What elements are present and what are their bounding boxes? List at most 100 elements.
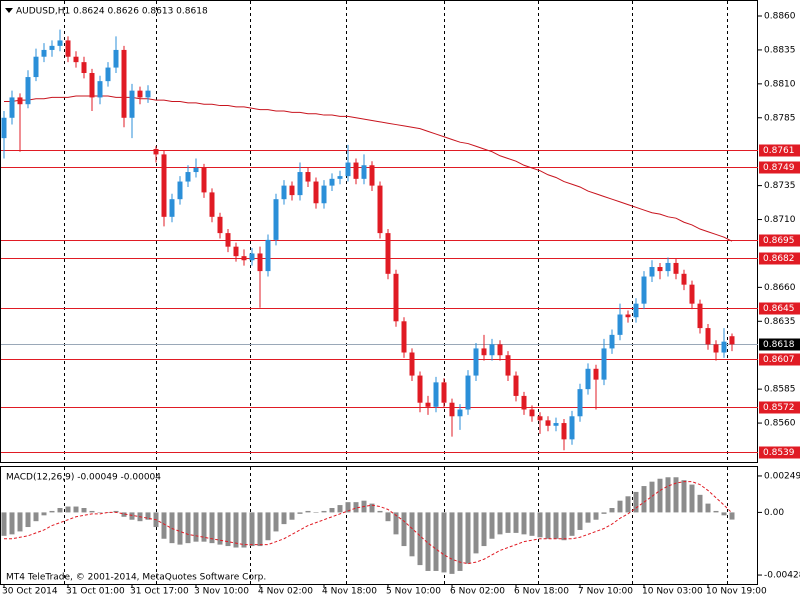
macd-bar [481,512,487,547]
macd-bar [257,512,263,547]
candle-body [129,90,135,118]
candle-body [1,117,7,139]
candle-body [89,72,95,98]
macd-bar [545,512,551,539]
candle-body [441,382,447,403]
macd-bar [521,512,527,535]
candle-body [345,162,351,177]
macd-bar [105,512,111,513]
candle-body [417,375,423,403]
macd-bar [233,512,239,548]
macd-bar [617,500,623,513]
macd-bar [121,512,127,517]
macd-bar [41,512,47,516]
macd-bar [729,512,735,520]
macd-bar [209,512,215,544]
candle-body [625,314,631,318]
macd-bar [33,512,39,522]
candle-body [473,348,479,376]
x-tick-label: 3 Nov 10:00 [194,587,249,597]
candle-body [569,416,575,440]
macd-bar [425,512,431,571]
candle-body [185,172,191,182]
candle-body [233,246,239,257]
macd-bar [81,508,87,513]
macd-bar [329,508,335,513]
level-label: 0.8572 [763,403,795,413]
level-label-box [759,302,800,315]
separators [1,1,758,585]
last-price-box [759,338,800,351]
menu-arrow[interactable] [5,8,13,13]
candle-body [337,176,343,179]
macd-bar [289,512,295,520]
macd-bar [169,512,175,544]
macd-bar [665,477,671,513]
candle-body [505,355,511,376]
candle-body [273,199,279,240]
candle-body [561,423,567,440]
x-tick-label: 5 Nov 10:00 [386,587,441,597]
y2-tick-label: 0.00 [764,508,784,518]
candle-body [385,233,391,274]
candle-body [481,348,487,356]
y-tick-label: 0.8710 [764,215,796,225]
candle-body [57,40,63,46]
candle-body [41,49,47,57]
macd-bar [601,512,607,514]
macd-bar [705,503,711,513]
candle-body [697,303,703,329]
macd-bar [633,491,639,513]
macd-bar [377,510,383,513]
candle-body [313,181,319,204]
candle-body [201,167,207,193]
y-tick-label: 0.8860 [764,12,796,22]
candle-body [545,420,551,426]
candle-body [465,375,471,410]
macd-bar [129,512,135,520]
macd-bar [593,512,599,520]
candle-body [577,389,583,417]
macd-bar [49,510,55,513]
x-tick-label: 7 Nov 10:00 [578,587,633,597]
footer: MT4 TeleTrade, © 2001-2014, MetaQuotes S… [6,573,266,583]
candle-body [105,67,111,82]
candle-body [705,328,711,345]
y-tick-label: 0.8835 [764,45,796,55]
candle-body [393,273,399,322]
y-tick-label: 0.8810 [764,79,796,89]
candle-body [689,284,695,304]
y-tick-label: 0.8585 [764,385,796,395]
x-tick-label: 10 Nov 03:00 [642,587,703,597]
macd-bar [241,512,247,548]
macd-bar [161,512,167,539]
macd-bar [449,512,455,574]
macd-bar [1,512,7,536]
level-label-box [759,161,800,174]
level-label: 0.8539 [763,448,795,458]
macd-bar [681,480,687,513]
candle-body [121,49,127,118]
candle-body [657,267,663,272]
candle-body [521,395,527,410]
y-tick-label: 0.8735 [764,181,796,191]
level-label: 0.8682 [763,254,795,264]
level-label-box [759,144,800,157]
candle-body [193,167,199,173]
macd-bar [17,512,23,532]
macd-bar [225,512,231,547]
candle-body [241,256,247,261]
macd-bar [689,484,695,513]
macd-bar [9,512,15,535]
candle-body [585,368,591,390]
candle-body [361,165,367,179]
macd-bar [201,512,207,542]
candle-body [297,172,303,196]
candle-body [433,382,439,407]
candle-body [641,276,647,304]
candle-body [377,185,383,234]
candle-body [321,185,327,204]
macd-bar [305,510,311,513]
macd-bar [529,512,535,536]
